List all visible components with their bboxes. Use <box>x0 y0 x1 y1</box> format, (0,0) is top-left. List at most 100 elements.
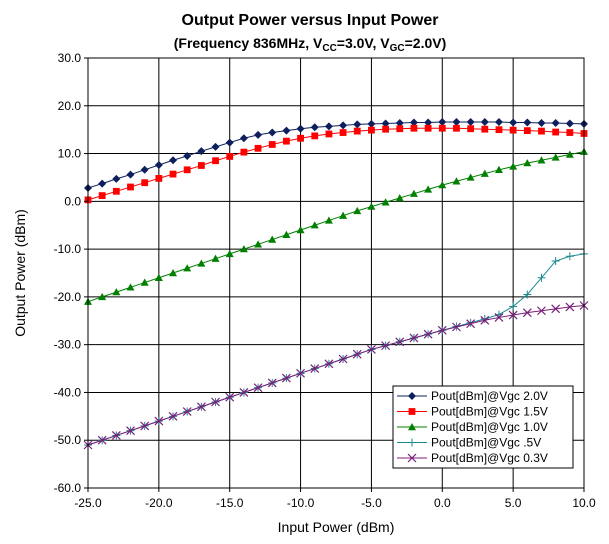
data-point <box>268 235 277 243</box>
data-point <box>97 435 107 445</box>
data-point <box>127 183 134 191</box>
data-point <box>551 118 560 127</box>
data-point <box>324 359 334 369</box>
data-point <box>408 423 416 431</box>
series-line <box>87 121 585 189</box>
series-layer <box>83 118 589 450</box>
data-point <box>381 341 391 351</box>
data-point <box>480 314 489 323</box>
data-point <box>552 128 560 136</box>
legend-item: Pout[dBm]@Vgc 1.5V <box>397 405 548 419</box>
data-point <box>283 137 290 145</box>
data-point <box>509 126 517 134</box>
y-tick-label: 30.0 <box>58 51 82 65</box>
data-point <box>112 288 121 296</box>
data-point <box>438 181 447 189</box>
series-3 <box>84 147 588 305</box>
data-point <box>324 216 333 224</box>
data-point <box>480 315 490 325</box>
data-point <box>98 179 107 188</box>
data-point <box>310 123 319 132</box>
data-point <box>537 273 546 282</box>
x-tick-label: -5.0 <box>361 496 382 510</box>
data-point <box>254 144 262 152</box>
data-point <box>381 198 390 206</box>
data-point <box>111 431 121 440</box>
data-point <box>239 134 248 143</box>
data-point <box>240 148 248 156</box>
data-point <box>196 402 206 412</box>
data-point <box>409 118 418 127</box>
legend-label: Pout[dBm]@Vgc 2.0V <box>431 389 548 403</box>
x-axis-title: Input Power (dBm) <box>278 519 395 535</box>
x-tick-label: -20.0 <box>145 496 173 510</box>
data-point <box>140 165 149 174</box>
data-point <box>452 177 461 185</box>
data-point <box>368 126 375 134</box>
data-point <box>339 121 348 130</box>
data-point <box>565 150 574 158</box>
data-point <box>98 292 107 301</box>
data-point <box>296 368 305 378</box>
data-point <box>395 118 404 127</box>
subtitle-prefix: (Frequency 836MHz, V <box>174 35 323 51</box>
data-point <box>523 127 531 135</box>
data-point <box>408 408 416 415</box>
data-point <box>226 153 234 160</box>
y-tick-label: -30.0 <box>54 338 82 352</box>
subtitle-suffix: =2.0V) <box>405 35 447 51</box>
data-point <box>452 322 461 332</box>
data-point <box>225 138 234 147</box>
data-point <box>424 118 433 127</box>
x-tick-label: 5.0 <box>505 496 522 510</box>
subtitle-sub2: GC <box>390 43 405 54</box>
data-point <box>212 157 219 165</box>
x-tick-label: 10.0 <box>572 496 596 510</box>
data-point <box>423 329 433 339</box>
data-point <box>282 126 291 135</box>
chart-title: Output Power versus Input Power <box>182 12 439 29</box>
data-point <box>396 125 404 133</box>
data-point <box>268 128 277 137</box>
data-point <box>494 118 503 127</box>
y-tick-label: -50.0 <box>54 433 82 447</box>
data-point <box>494 165 503 173</box>
subtitle-sub1: CC <box>322 43 336 54</box>
data-point <box>466 118 475 127</box>
data-point <box>324 122 333 131</box>
data-point <box>254 240 263 248</box>
x-tick-label: -15.0 <box>216 496 244 510</box>
data-point <box>282 230 291 238</box>
y-tick-label: 10.0 <box>58 147 82 161</box>
data-point <box>353 120 362 129</box>
data-point <box>126 283 135 291</box>
data-point <box>140 421 150 431</box>
legend-label: Pout[dBm]@Vgc 1.5V <box>431 405 548 419</box>
data-point <box>367 119 376 128</box>
data-point <box>225 392 235 402</box>
series-5 <box>83 301 589 450</box>
subtitle-mid: =3.0V, V <box>337 35 390 51</box>
data-point <box>353 127 361 135</box>
data-point <box>522 308 532 318</box>
data-point <box>382 125 389 133</box>
data-point <box>197 162 205 169</box>
data-point <box>537 156 546 164</box>
data-point <box>467 125 475 133</box>
x-tick-label: -10.0 <box>287 496 315 510</box>
data-point <box>407 453 417 463</box>
data-point <box>409 333 419 343</box>
data-point <box>310 221 319 229</box>
series-line <box>87 304 585 446</box>
plot-frame <box>87 57 585 489</box>
data-point <box>296 226 305 234</box>
data-point <box>112 174 121 183</box>
data-point <box>352 349 362 359</box>
y-tick-label: -40.0 <box>54 385 82 399</box>
data-point <box>481 125 489 133</box>
data-point <box>169 170 177 178</box>
data-point <box>155 175 163 182</box>
data-point <box>566 129 574 136</box>
data-point <box>182 407 192 416</box>
